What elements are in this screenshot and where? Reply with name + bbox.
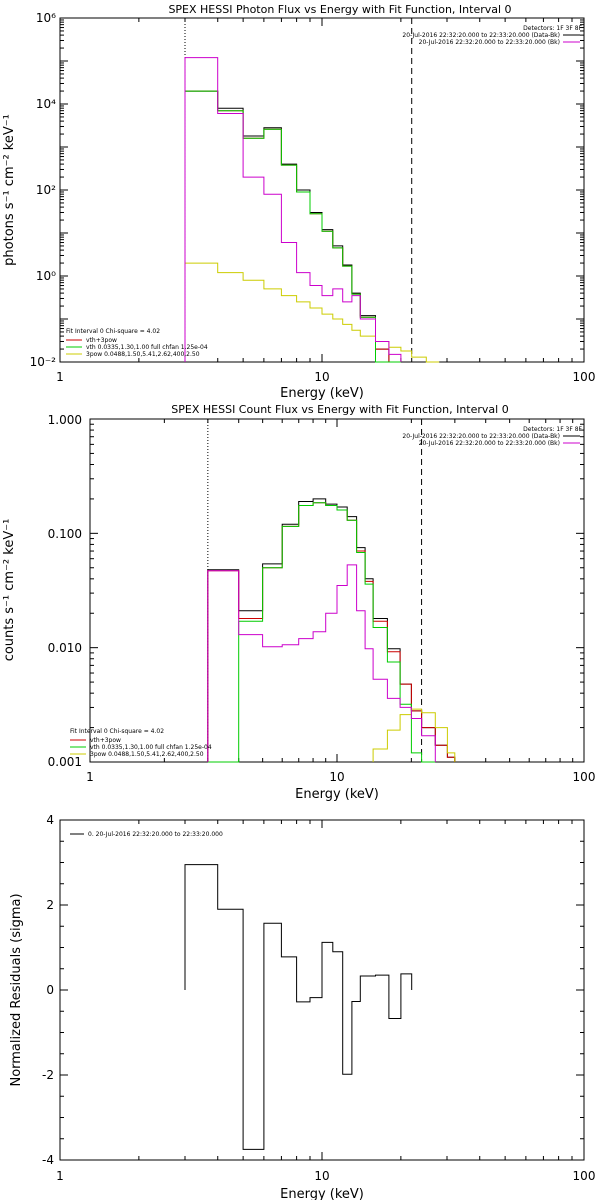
count-flux-y-tick-label-0.100: 0.100: [48, 527, 82, 541]
count-flux-fit-interval-label: Fit Interval 0 Chi-square = 4.02: [70, 728, 164, 735]
residuals-y-axis-label: Normalized Residuals (sigma): [9, 893, 24, 1086]
count-flux-marker-lines: [207, 419, 423, 762]
count-flux-x-tick-label-1: 1: [86, 770, 94, 784]
residuals-y-tick-label-0: 0: [46, 983, 54, 997]
residuals-y-tick-label-neg2: -2: [42, 1068, 54, 1082]
residuals-y-tick-label-2: 2: [46, 898, 54, 912]
photon-flux-title: SPEX HESSI Photon Flux vs Energy with Fi…: [168, 3, 511, 16]
residuals-y-tick-label-4: 4: [46, 813, 54, 827]
count-flux-3pow-label: 3pow 0.0488,1.50,5.41,2.62,400,2.50: [90, 751, 204, 758]
count-flux-y-ticks: [90, 423, 584, 763]
count-flux-x-axis-label: Energy (keV): [295, 787, 379, 802]
count-flux-series-vth-3pow: [207, 502, 456, 762]
count-flux-y-tick-label-1.000: 1.000: [48, 413, 82, 427]
count-flux-y-tick-label-0.001: 0.001: [48, 755, 82, 769]
photon-flux-y-tick-label-1e2: 10²: [36, 183, 56, 197]
photon-flux-detectors-label: Detectors: 1F 3F 8F: [523, 25, 582, 32]
count-flux-panel: SPEX HESSI Count Flux vs Energy with Fit…: [2, 403, 595, 802]
photon-flux-y-ticks: [60, 19, 584, 363]
photon-flux-bk-interval-label: 20-Jul-2016 22:32:20.000 to 22:33:20.000…: [419, 39, 560, 46]
count-flux-bk-interval-label: 20-Jul-2016 22:32:20.000 to 22:33:20.000…: [419, 440, 560, 447]
photon-flux-y-tick-label-1e6: 10⁶: [36, 11, 56, 25]
residuals-series: [184, 864, 413, 1150]
count-flux-series-data-bk: [207, 498, 456, 762]
residuals-x-axis-label: Energy (keV): [280, 1187, 364, 1200]
photon-flux-fit-interval-label: Fit Interval 0 Chi-square = 4.02: [66, 328, 160, 335]
count-flux-vth-label: vth 0.0335,1.30,1.00 full chfan 1.25e-04: [90, 744, 212, 751]
residuals-x-tick-label-100: 100: [573, 1169, 596, 1183]
count-flux-x-tick-label-100: 100: [573, 770, 596, 784]
photon-flux-data-interval-label: 20-Jul-2016 22:32:20.000 to 22:33:20.000…: [402, 32, 560, 39]
photon-flux-y-tick-label-1e-2: 10⁻²: [30, 355, 57, 369]
count-flux-series-bk: [207, 564, 436, 762]
residuals-x-tick-label-10: 10: [314, 1169, 329, 1183]
photon-flux-x-tick-label-100: 100: [573, 370, 596, 384]
count-flux-y-tick-label-0.010: 0.010: [48, 641, 82, 655]
photon-flux-x-axis-label: Energy (keV): [280, 386, 364, 401]
residuals-x-ticks: [59, 820, 573, 1160]
photon-flux-x-tick-label-1: 1: [56, 370, 64, 384]
photon-flux-x-tick-label-10: 10: [314, 370, 329, 384]
photon-flux-y-tick-label-1e0: 10⁰: [36, 269, 56, 283]
count-flux-series-vth: [207, 502, 436, 763]
photon-flux-series-vth-3pow: [184, 90, 401, 363]
photon-flux-series: [184, 57, 440, 363]
photon-flux-vth-label: vth 0.0335,1.30,1.00 full chfan 1.25e-04: [86, 344, 208, 351]
photon-flux-series-3pow: [184, 262, 440, 363]
residuals-series-0: [184, 864, 413, 1150]
count-flux-x-ticks: [89, 419, 574, 762]
photon-flux-series-data-bk: [184, 90, 401, 363]
photon-flux-panel: SPEX HESSI Photon Flux vs Energy with Fi…: [2, 3, 595, 401]
photon-flux-x-ticks: [59, 18, 573, 362]
residuals-y-ticks: [60, 819, 584, 1161]
count-flux-series: [207, 498, 456, 763]
count-flux-x-tick-label-10: 10: [329, 770, 344, 784]
photon-flux-y-axis-label: photons s⁻¹ cm⁻² keV⁻¹: [2, 114, 17, 266]
count-flux-data-interval-label: 20-Jul-2016 22:32:20.000 to 22:33:20.000…: [402, 433, 560, 440]
count-flux-series-3pow: [372, 708, 456, 762]
residuals-x-tick-label-1: 1: [56, 1169, 64, 1183]
residuals-y-tick-label-neg4: -4: [42, 1153, 54, 1167]
count-flux-title: SPEX HESSI Count Flux vs Energy with Fit…: [171, 403, 508, 416]
photon-flux-series-bk: [184, 57, 402, 362]
photon-flux-3pow-label: 3pow 0.0488,1.50,5.41,2.62,400,2.50: [86, 351, 200, 358]
residuals-panel: 1 10 100 -4 -2 0 2 4 Energy (keV) Normal…: [9, 813, 595, 1200]
photon-flux-vth3pow-label: vth+3pow: [86, 337, 117, 344]
count-flux-vth3pow-label: vth+3pow: [90, 737, 121, 744]
count-flux-y-axis-label: counts s⁻¹ cm⁻² keV⁻¹: [2, 519, 17, 662]
count-flux-detectors-label: Detectors: 1F 3F 8F: [523, 426, 582, 433]
photon-flux-series-vth: [184, 90, 401, 363]
residuals-legend-label: 0. 20-Jul-2016 22:32:20.000 to 22:33:20.…: [88, 831, 223, 838]
photon-flux-y-tick-label-1e4: 10⁴: [36, 97, 56, 111]
